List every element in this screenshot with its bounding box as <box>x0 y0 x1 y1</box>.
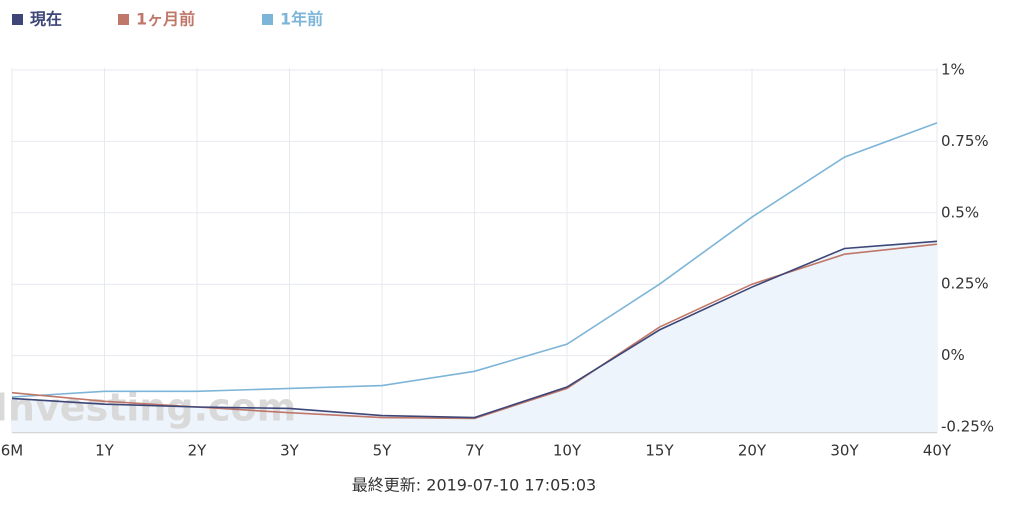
x-tick-label: 2Y <box>188 442 208 460</box>
y-tick-label: 0.75% <box>941 132 989 150</box>
footer: 最終更新: 2019-07-10 17:05:03 <box>352 476 596 495</box>
x-tick-label: 3Y <box>280 442 300 460</box>
legend-label[interactable]: 1年前 <box>280 10 323 29</box>
series-line <box>11 122 938 398</box>
x-tick-label: 15Y <box>645 442 674 460</box>
x-tick-label: 6M <box>1 442 24 460</box>
y-tick-label: 0% <box>941 346 965 364</box>
x-tick-label: 5Y <box>373 442 393 460</box>
x-tick-label: 10Y <box>553 442 582 460</box>
x-tick-label: 7Y <box>465 442 485 460</box>
area-fill <box>12 241 937 433</box>
y-tick-label: -0.25% <box>941 417 994 435</box>
y-tick-label: 0.25% <box>941 275 989 293</box>
x-tick-label: 20Y <box>738 442 767 460</box>
legend-label[interactable]: 1ヶ月前 <box>136 10 195 29</box>
legend-marker <box>262 14 273 25</box>
x-tick-label: 40Y <box>923 442 952 460</box>
x-tick-label: 1Y <box>95 442 115 460</box>
y-tick-label: 1% <box>941 61 965 79</box>
legend-label[interactable]: 現在 <box>30 10 62 29</box>
legend-marker <box>118 14 129 25</box>
legend-marker <box>12 14 23 25</box>
y-tick-label: 0.5% <box>941 203 979 221</box>
series-line <box>11 240 938 419</box>
x-tick-label: 30Y <box>830 442 859 460</box>
